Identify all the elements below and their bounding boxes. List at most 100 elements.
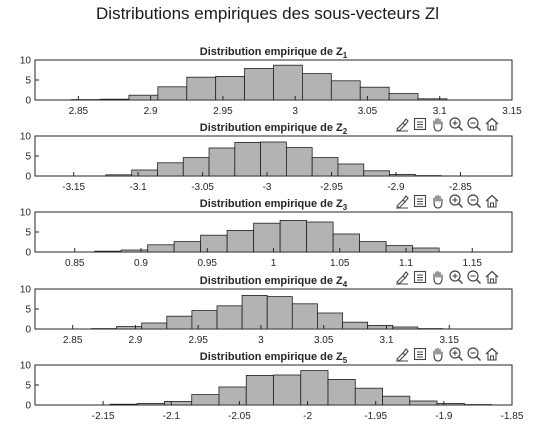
histogram-bar — [99, 98, 130, 101]
histogram-bar — [141, 322, 168, 330]
subplot-title-text: Distribution empirique de Z — [200, 275, 343, 287]
histogram-bar — [164, 400, 193, 406]
axes-toolbar — [394, 346, 500, 362]
histogram-bar — [317, 312, 343, 330]
figure-title: Distributions empiriques des sous-vecteu… — [96, 4, 439, 23]
zoom-in-icon[interactable] — [448, 193, 464, 209]
home-icon[interactable] — [484, 269, 500, 285]
histogram-bar — [244, 68, 274, 101]
histogram-bar — [302, 73, 332, 101]
zoom-in-icon[interactable] — [448, 346, 464, 362]
zoom-in-icon[interactable] — [448, 116, 464, 132]
zoom-out-icon[interactable] — [466, 193, 482, 209]
y-tick-label: 0 — [25, 248, 31, 259]
histogram-bar — [182, 157, 210, 177]
histogram-bar — [354, 387, 383, 406]
zoom-out-icon[interactable] — [466, 116, 482, 132]
y-tick-label: 0 — [25, 172, 31, 183]
x-tick-label: -2.15 — [92, 411, 115, 422]
brush-icon[interactable] — [394, 193, 410, 209]
subplot-title: Distribution empirique de Z2 — [200, 122, 348, 136]
pan-icon[interactable] — [430, 116, 446, 132]
x-tick-label: 3.1 — [380, 335, 394, 346]
histogram-bar — [311, 157, 339, 177]
y-tick-label: 5 — [25, 228, 31, 239]
histogram-bar — [241, 294, 268, 330]
x-tick-label: -2.95 — [320, 182, 343, 193]
x-tick-label: -3.05 — [191, 182, 214, 193]
histogram-bar — [359, 86, 390, 101]
histogram-bar — [186, 76, 217, 101]
x-tick-label: -3.1 — [130, 182, 148, 193]
histogram-bar — [191, 310, 218, 330]
zoom-in-icon[interactable] — [448, 269, 464, 285]
datatip-icon[interactable] — [412, 269, 428, 285]
pan-icon[interactable] — [430, 346, 446, 362]
histogram-bar — [131, 169, 158, 177]
subplot-2[interactable]: Distribution empirique de Z2 0 5 10 -3.15 -3.… — [20, 122, 513, 193]
zoom-out-icon[interactable] — [466, 269, 482, 285]
subplot-title: Distribution empirique de Z1 — [200, 46, 348, 60]
pan-icon[interactable] — [430, 269, 446, 285]
x-tick-label: -3 — [263, 182, 272, 193]
histogram-bar — [388, 93, 419, 101]
histogram-bar — [392, 326, 419, 330]
x-tick-label: 3.05 — [358, 106, 378, 117]
datatip-icon[interactable] — [412, 116, 428, 132]
histogram-bar — [215, 76, 245, 101]
subplot-title-subscript: 3 — [343, 203, 348, 212]
datatip-icon[interactable] — [412, 346, 428, 362]
y-tick-label: 5 — [25, 152, 31, 163]
x-tick-label: -2.9 — [387, 182, 405, 193]
y-tick-label: 0 — [25, 96, 31, 107]
subplot-title: Distribution empirique de Z3 — [200, 198, 348, 212]
x-tick-label: -1.85 — [501, 411, 524, 422]
y-tick-label: 5 — [25, 305, 31, 316]
x-tick-label: 2.95 — [188, 335, 208, 346]
histogram-bar — [226, 229, 255, 253]
histogram-bar — [337, 163, 365, 177]
histogram-bar — [173, 241, 202, 253]
pan-icon[interactable] — [430, 193, 446, 209]
brush-icon[interactable] — [394, 116, 410, 132]
histogram-bar — [389, 173, 416, 177]
x-tick-label: 1.15 — [463, 258, 483, 269]
y-tick-label: 5 — [25, 76, 31, 87]
histogram-bar — [105, 174, 133, 177]
home-icon[interactable] — [484, 116, 500, 132]
x-tick-label: -1.9 — [435, 411, 453, 422]
home-icon[interactable] — [484, 193, 500, 209]
subplot-title-text: Distribution empirique de Z — [200, 46, 343, 58]
histogram-bar — [330, 80, 361, 101]
x-tick-label: -2.1 — [163, 411, 181, 422]
histogram-bar — [367, 324, 394, 330]
histogram-bar — [306, 221, 334, 253]
histogram-bar — [157, 86, 188, 101]
brush-icon[interactable] — [394, 269, 410, 285]
x-tick-label: 1.1 — [399, 258, 413, 269]
histogram-bar — [191, 394, 220, 406]
x-tick-label: 2.9 — [128, 335, 142, 346]
axes-toolbar — [394, 193, 500, 209]
subplot-title-subscript: 1 — [343, 51, 348, 60]
subplot-4[interactable]: Distribution empirique de Z4 0 5 10 2.85 2.9 2… — [20, 275, 513, 346]
subplot-title-subscript: 5 — [343, 356, 348, 365]
x-tick-label: -3.15 — [62, 182, 85, 193]
x-tick-label: 2.85 — [69, 106, 89, 117]
histogram-bar — [291, 303, 318, 330]
y-tick-label: 10 — [20, 285, 32, 296]
zoom-out-icon[interactable] — [466, 346, 482, 362]
histogram-bar — [300, 370, 329, 406]
subplot-3[interactable]: Distribution empirique de Z3 0 5 10 0.85 0.9 0… — [20, 198, 513, 269]
y-tick-label: 10 — [20, 56, 32, 67]
home-icon[interactable] — [484, 346, 500, 362]
datatip-icon[interactable] — [412, 193, 428, 209]
brush-icon[interactable] — [394, 346, 410, 362]
histogram-bar — [279, 219, 308, 253]
x-tick-label: 3.15 — [502, 106, 522, 117]
subplot-title-text: Distribution empirique de Z — [200, 122, 343, 134]
histogram-bar — [260, 141, 287, 177]
